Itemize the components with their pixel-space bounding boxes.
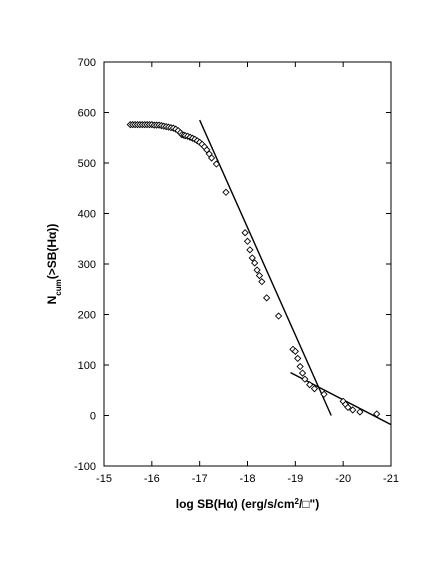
x-tick-label: -17 <box>192 473 208 485</box>
data-point <box>246 246 254 254</box>
data-point <box>310 385 319 393</box>
y-tick-label: 0 <box>90 411 96 423</box>
data-point <box>274 312 283 320</box>
data-point <box>349 406 357 414</box>
data-point <box>241 229 249 237</box>
y-axis-title-rest: (>SB(Hα)) <box>45 224 59 280</box>
data-point <box>320 390 328 398</box>
y-tick-label: 100 <box>78 360 96 372</box>
x-tick-label: -20 <box>335 473 351 485</box>
x-tick-label: -18 <box>240 473 256 485</box>
y-axis-title-main: N <box>45 296 59 305</box>
data-point <box>262 294 271 302</box>
x-tick-label: -16 <box>144 473 160 485</box>
y-tick-label: -100 <box>74 461 96 473</box>
x-axis-title-pre: log SB(Hα) (erg/s/cm <box>176 497 295 511</box>
y-tick-label: 500 <box>78 158 96 170</box>
data-point <box>298 369 307 377</box>
data-point <box>253 266 261 274</box>
data-point <box>301 375 309 383</box>
y-tick-label: 200 <box>78 310 96 322</box>
y-axis-title: Ncum(>SB(Hα)) <box>45 224 63 305</box>
x-tick-label: -21 <box>383 473 399 485</box>
axis-tick-labels: -15 -16 -17 -18 -19 -20 -21 -100 0 100 200 300 400 50… <box>74 57 399 485</box>
data-point <box>373 410 381 418</box>
data-point <box>356 408 364 416</box>
fit-line <box>290 371 392 426</box>
data-point <box>251 259 259 267</box>
data-point <box>294 354 302 363</box>
y-tick-label: 700 <box>78 57 96 69</box>
y-axis-title-sub: cum <box>54 279 63 295</box>
x-tick-label: -15 <box>96 473 112 485</box>
data-point <box>248 254 256 262</box>
data-point <box>344 403 352 412</box>
data-point <box>255 271 264 280</box>
data-point <box>243 237 252 245</box>
data-point <box>207 154 216 162</box>
x-tick-label: -19 <box>287 473 303 485</box>
data-point <box>306 381 314 389</box>
axis-ticks <box>103 61 392 467</box>
x-axis-title-sup: 2 <box>295 497 300 506</box>
x-axis-title: log SB(Hα) (erg/s/cm2/□") <box>176 497 319 512</box>
y-tick-label: 600 <box>78 108 96 120</box>
data-point <box>296 362 304 371</box>
fit-line <box>199 119 332 416</box>
data-point <box>291 347 299 356</box>
y-tick-label: 400 <box>78 209 96 221</box>
data-point <box>222 188 230 196</box>
x-axis-title-post: /□") <box>299 497 319 511</box>
data-points <box>126 120 381 418</box>
fit-lines <box>199 119 392 426</box>
data-point <box>258 278 266 286</box>
y-tick-label: 300 <box>78 259 96 271</box>
data-point <box>212 160 221 168</box>
